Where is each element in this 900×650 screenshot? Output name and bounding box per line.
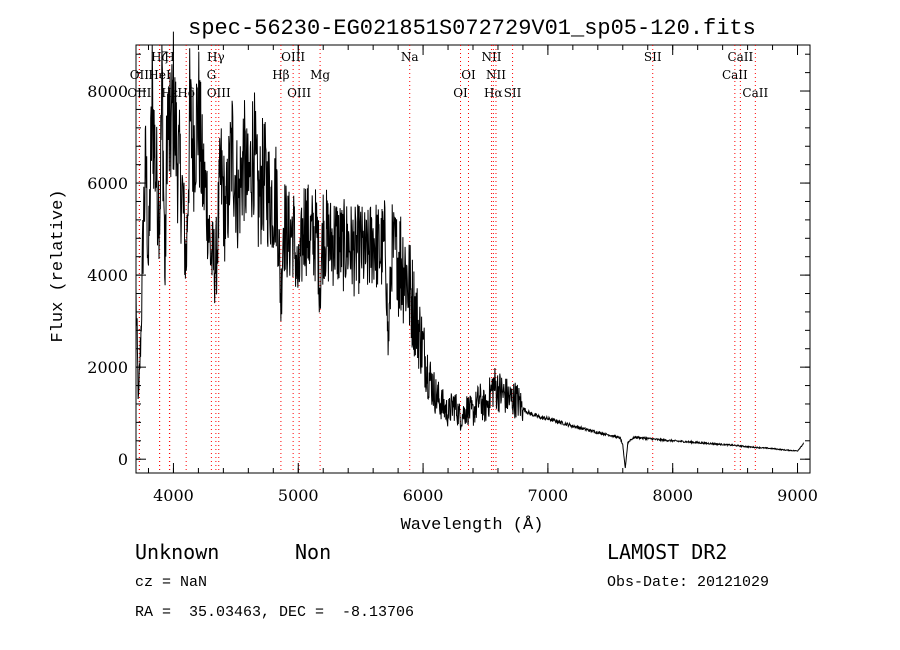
- object-class: Unknown: [135, 540, 220, 564]
- chart-title: spec-56230-EG021851S072729V01_sp05-120.f…: [188, 16, 756, 41]
- line-marker-label: OII: [130, 68, 150, 82]
- x-tick-label: 9000: [777, 486, 818, 505]
- line-marker-label: OI: [453, 86, 468, 100]
- y-axis-label: Flux (relative): [49, 189, 68, 342]
- line-marker-label: OI: [461, 68, 476, 82]
- line-marker-label: NII: [486, 68, 506, 82]
- line-marker-label: OIII: [287, 86, 311, 100]
- y-tick-label: 6000: [87, 174, 128, 193]
- y-tick-label: 2000: [87, 358, 128, 377]
- line-marker-label: G: [207, 68, 217, 82]
- line-marker-label: SII: [504, 86, 522, 100]
- x-tick-label: 7000: [528, 486, 569, 505]
- line-marker-label: Hα: [484, 86, 503, 100]
- line-marker-label: OIII: [281, 50, 305, 64]
- line-marker-label: CaII: [742, 86, 768, 100]
- x-tick-label: 5000: [278, 486, 319, 505]
- line-marker-label: HeI: [148, 68, 171, 82]
- x-tick-label: 4000: [153, 486, 194, 505]
- line-marker-label: Mg: [310, 68, 330, 82]
- line-marker-label: CaII: [727, 50, 753, 64]
- x-tick-label: 8000: [652, 486, 693, 505]
- line-marker-label: SII: [644, 50, 662, 64]
- line-marker-label: OIII: [127, 86, 151, 100]
- y-tick-label: 8000: [87, 82, 128, 101]
- redshift-cz: cz = NaN: [135, 574, 208, 591]
- line-marker-label: OIII: [207, 86, 231, 100]
- line-marker-label: Hγ: [207, 50, 225, 64]
- x-tick-label: 6000: [403, 486, 444, 505]
- axis-ticks: 4000 5000 6000 7000 8000 9000 0 2000 4000 6000 800…: [87, 45, 818, 505]
- line-marker-label: CaII: [722, 68, 748, 82]
- y-tick-label: 0: [118, 450, 128, 469]
- survey-name: LAMOST DR2: [607, 540, 728, 564]
- x-axis-label: Wavelength (Å): [401, 516, 544, 535]
- line-marker-label: Na: [401, 50, 419, 64]
- line-marker-label: Hδ: [177, 86, 195, 100]
- object-subclass: Non: [295, 540, 332, 564]
- line-marker-label: Hβ: [272, 68, 289, 82]
- line-marker-label: NII: [481, 50, 501, 64]
- y-tick-label: 4000: [87, 266, 128, 285]
- spectrum-line: [135, 31, 804, 469]
- sky-coordinates: RA = 35.03463, DEC = -8.13706: [135, 604, 415, 621]
- line-marker-label: H: [164, 50, 174, 64]
- observation-date: Obs-Date: 20121029: [607, 574, 770, 591]
